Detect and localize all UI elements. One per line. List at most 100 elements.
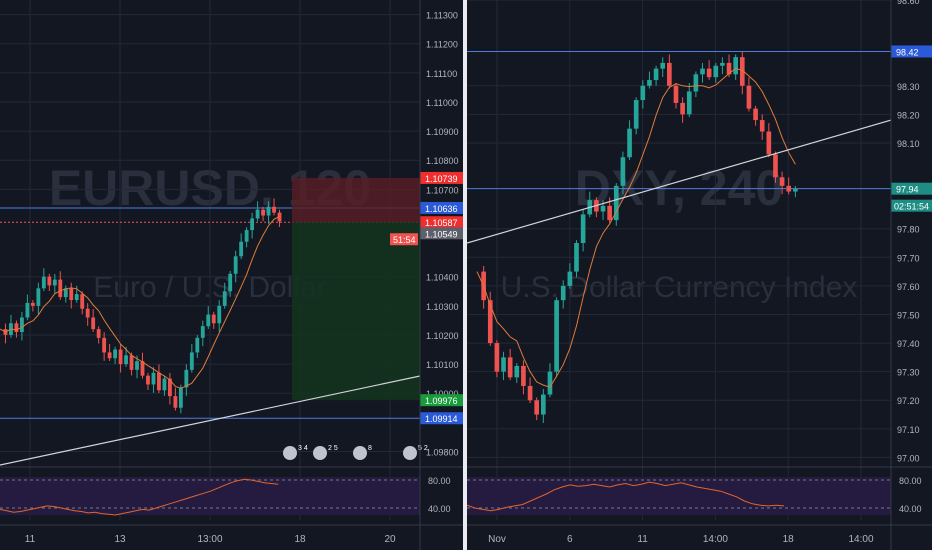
y-tick-label: 97.00 [897,453,920,463]
candle-body [574,243,579,272]
stop-loss-zone [292,177,420,223]
candle-body [726,62,732,75]
candle-body [157,372,161,391]
y-tick-label: 1.11100 [426,69,457,79]
price-label: 98.42 [896,47,919,57]
y-tick-label: 1.11000 [426,98,458,108]
rsi-band [0,477,420,515]
price-label: 1.10549 [425,229,458,239]
candle-body [600,205,606,212]
us-flag-event-icon [283,446,297,460]
candle-body [173,396,178,408]
candle-body [146,375,150,385]
candle-body [14,323,19,333]
candle-body [47,276,52,286]
countdown-box [891,199,932,212]
candle-body [759,120,765,132]
trend-line [467,119,892,244]
candle-body [487,300,493,344]
x-tick-label: 13:00 [197,534,222,545]
us-flag-event-icon [353,446,367,460]
candle-body [686,91,692,115]
candle-body [494,343,500,372]
candle-body [613,185,619,221]
candle-body [74,294,79,300]
candle-body [680,102,685,115]
candle-body [129,355,134,370]
y-tick-label: 98.10 [897,139,920,149]
y-tick-label: 1.10900 [426,127,459,137]
candle-body [700,68,705,75]
candle-body [58,279,63,298]
candle-body [255,209,260,219]
candle-body [507,357,513,378]
pane-divider[interactable] [463,0,467,550]
candle-body [63,288,68,298]
candle-body [250,218,255,231]
candle-body [85,308,90,318]
event-count: 5 2 [418,445,428,452]
y-tick-label: 1.10800 [426,156,459,166]
candle-body [113,349,118,359]
candle-body [244,230,249,242]
price-label-box [420,394,463,407]
x-tick-label: 20 [384,534,396,545]
candle-body [206,314,211,327]
candle-body [239,241,244,257]
y-tick-label: 98.30 [897,82,920,92]
rsi-tick-label: 80.00 [428,476,451,486]
candle-body [607,205,612,221]
rsi-tick-label: 40.00 [899,504,922,514]
y-tick-label: 1.10100 [426,360,459,370]
candle-body [140,361,145,376]
y-tick-label: 97.80 [897,225,920,235]
candle-body [80,294,85,309]
y-tick-label: 97.20 [897,396,920,406]
candle-body [167,378,172,397]
price-label: 1.09976 [425,396,458,406]
candle-body [272,206,276,213]
candle-body [541,394,546,415]
price-label-box [420,227,463,240]
candle-body [233,256,238,274]
y-tick-label: 97.30 [897,368,920,378]
candle-body [560,285,566,301]
candle-body [567,271,573,286]
price-label-box [420,412,463,425]
y-tick-label: 98.20 [897,110,920,120]
trend-line [0,375,421,466]
candle-body [620,157,626,186]
candle-body [673,85,679,103]
us-flag-event-icon [313,446,327,460]
candle-body [178,387,183,408]
countdown-box [390,233,418,246]
x-tick-label: 14:00 [848,534,873,545]
candle-body [217,305,222,324]
y-tick-label: 97.50 [897,310,920,320]
candle-body [527,385,533,401]
eurusd-chart-pane[interactable]: EURUSD, 120 Euro / U.S. Dollar 1.11300 1.11… [0,0,463,550]
dxy-chart-svg[interactable]: DXY, 240 U.S. Dollar Currency Index 98.60 9… [467,0,932,550]
moving-average-line [476,68,796,388]
countdown-label: 02:51:54 [894,202,929,212]
candle-body [773,154,778,178]
y-tick-label: 98.60 [897,0,920,6]
candle-body [660,62,666,69]
y-tick-label: 97.60 [897,282,920,292]
candle-body [20,317,24,333]
candle-body [52,279,57,286]
x-tick-label: Nov [488,534,506,545]
candle-body [627,128,632,158]
candle-body [514,365,520,378]
candle-body [211,314,216,324]
candle-body [195,337,200,353]
rsi-tick-label: 40.00 [428,504,451,514]
candle-body [706,68,712,78]
candle-body [647,80,652,86]
candle-body [521,365,526,386]
y-tick-label: 1.09800 [426,447,459,457]
candle-body [580,214,586,244]
dxy-chart-pane[interactable]: DXY, 240 U.S. Dollar Currency Index 98.60 9… [467,0,932,550]
candle-body [667,62,672,86]
